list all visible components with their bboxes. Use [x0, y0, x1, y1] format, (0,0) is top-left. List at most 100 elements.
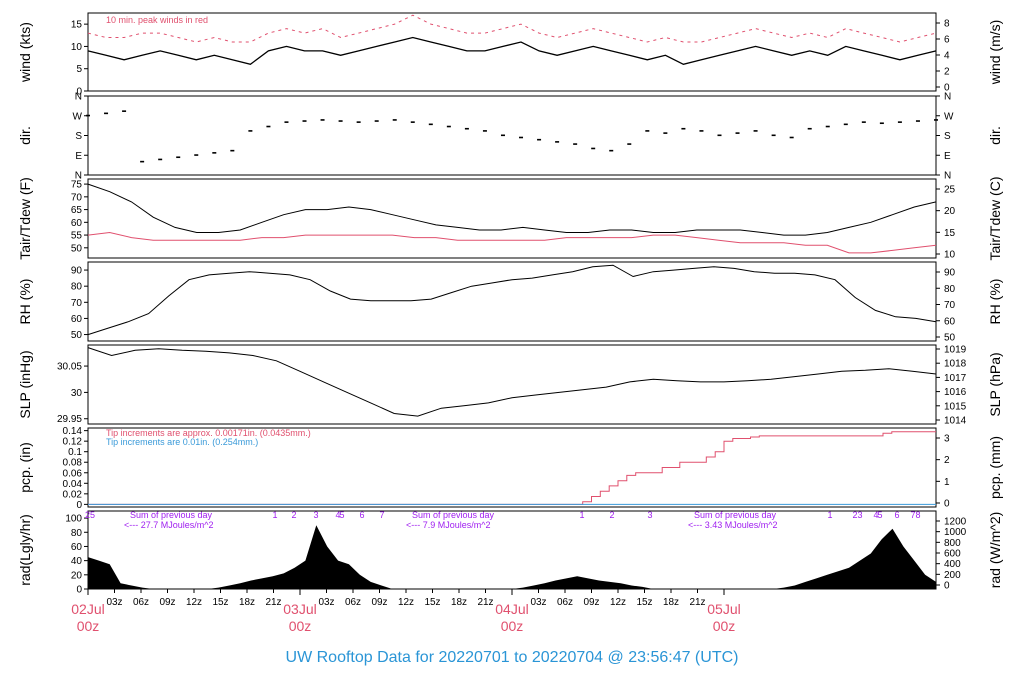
- radiation-sum-value: <--- 27.7 MJoules/m^2: [124, 520, 214, 530]
- left-tick-label: 10: [71, 42, 83, 53]
- right-tick-label: 15: [944, 228, 956, 239]
- right-tick-label: 90: [944, 268, 956, 279]
- data-point: [302, 120, 307, 122]
- radiation-sum-label: Sum of previous day: [130, 510, 213, 520]
- time-tick-label: 06z: [557, 597, 573, 608]
- series-line: [87, 231, 937, 254]
- time-tick-label: 21z: [265, 597, 281, 608]
- panel-wind: 0 5 10 15 0 2 4 6 8 wind (kts) wind (m/s) 10 min. p…: [17, 12, 1003, 98]
- left-tick-label: E: [75, 151, 82, 162]
- data-point: [934, 119, 938, 121]
- time-tick-label: 06z: [133, 597, 149, 608]
- data-point: [861, 121, 866, 123]
- radiation-sum-label: Sum of previous day: [412, 510, 495, 520]
- right-tick-label: 1000: [944, 527, 967, 538]
- left-tick-label: 30: [71, 388, 83, 399]
- data-point: [338, 120, 343, 122]
- data-point: [663, 132, 668, 134]
- hour-marker-label: 4: [873, 510, 878, 520]
- right-tick-label: 1019: [944, 345, 967, 356]
- data-point: [284, 121, 289, 123]
- data-point: [374, 120, 379, 122]
- data-point: [86, 114, 90, 117]
- right-tick-label: W: [944, 111, 954, 122]
- right-tick-label: 0: [944, 581, 950, 592]
- y-axis-label-right: rad (W/m^2): [987, 512, 1003, 589]
- data-point: [320, 119, 325, 121]
- left-tick-label: N: [75, 92, 82, 103]
- y-axis-label-left: dir.: [17, 126, 33, 145]
- data-point: [825, 125, 830, 128]
- day-label: 03Jul: [283, 601, 316, 617]
- panel-frame: [87, 95, 937, 176]
- panel-rh: 50 60 70 80 90 50 60 70 80 90 RH (%) RH (%): [17, 261, 1003, 344]
- panel-slp: 29.95 30 30.05 1014 1015 1016 1017 1018 1019 SLP …: [17, 344, 1003, 427]
- hour-marker-label: 2: [609, 510, 614, 520]
- hour-marker-label: 7: [379, 510, 384, 520]
- time-tick-label: 21z: [689, 597, 705, 608]
- left-tick-label: 0.08: [63, 458, 83, 469]
- data-point: [266, 125, 271, 128]
- data-point: [356, 121, 361, 123]
- right-tick-label: 80: [944, 284, 956, 295]
- data-point: [897, 121, 902, 123]
- left-tick-label: 0.06: [63, 468, 83, 479]
- data-point: [771, 134, 776, 137]
- time-tick-label: 15z: [636, 597, 652, 608]
- time-tick-label: 03z: [318, 597, 334, 608]
- time-tick-label: 12z: [398, 597, 414, 608]
- day-label: 04Jul: [495, 601, 528, 617]
- radiation-sum-label: Sum of previous day: [694, 510, 777, 520]
- radiation-sum-value: <--- 7.9 MJoules/m^2: [406, 520, 491, 530]
- panel-annotation: 10 min. peak winds in red: [106, 15, 208, 25]
- day-label: 05Jul: [707, 601, 740, 617]
- data-point: [212, 152, 217, 154]
- left-tick-label: 0.02: [63, 489, 83, 500]
- panel-rad: 020406080100020040060080010001200rad(Lgl…: [17, 510, 1003, 596]
- right-tick-label: 6: [944, 35, 950, 46]
- data-point: [194, 154, 199, 156]
- data-point: [879, 122, 884, 125]
- right-tick-label: 1014: [944, 416, 967, 427]
- y-axis-label-left: RH (%): [17, 279, 33, 325]
- chart-footer-title: UW Rooftop Data for 20220701 to 20220704…: [285, 649, 739, 666]
- right-tick-label: 20: [944, 206, 956, 217]
- time-tick-label: 15z: [424, 597, 440, 608]
- data-point: [410, 121, 415, 123]
- right-tick-label: 0: [944, 83, 950, 94]
- time-tick-label: 18z: [663, 597, 679, 608]
- left-tick-label: 100: [65, 514, 82, 525]
- series-area: [88, 525, 936, 589]
- right-tick-label: 50: [944, 333, 956, 344]
- right-tick-label: 3: [944, 434, 950, 445]
- time-tick-label: 09z: [371, 597, 387, 608]
- series-line: [87, 347, 937, 417]
- data-point: [681, 127, 686, 130]
- left-tick-label: 0.1: [68, 447, 82, 458]
- right-tick-label: 1200: [944, 517, 967, 528]
- hour-marker-label: 2: [291, 510, 296, 520]
- data-point: [158, 158, 163, 161]
- left-tick-label: 80: [71, 528, 83, 539]
- data-point: [176, 156, 181, 159]
- day-hour-label: 00z: [501, 618, 524, 634]
- right-tick-label: 600: [944, 549, 961, 560]
- data-point: [645, 130, 650, 132]
- left-tick-label: 0: [76, 87, 82, 98]
- left-tick-label: S: [75, 131, 82, 142]
- y-axis-label-left: Tair/Tdew (F): [17, 177, 33, 259]
- data-point: [573, 143, 578, 145]
- left-tick-label: 40: [71, 556, 83, 567]
- right-tick-label: 1018: [944, 359, 967, 370]
- hour-marker-label: 1: [579, 510, 584, 520]
- right-tick-label: 400: [944, 559, 961, 570]
- data-point: [537, 138, 542, 141]
- hour-marker-label: 3: [857, 510, 862, 520]
- hour-marker-label: 3: [313, 510, 318, 520]
- data-point: [428, 123, 433, 126]
- hour-marker-label: 6: [894, 510, 899, 520]
- y-axis-label-right: dir.: [987, 126, 1003, 145]
- time-tick-label: 03z: [530, 597, 546, 608]
